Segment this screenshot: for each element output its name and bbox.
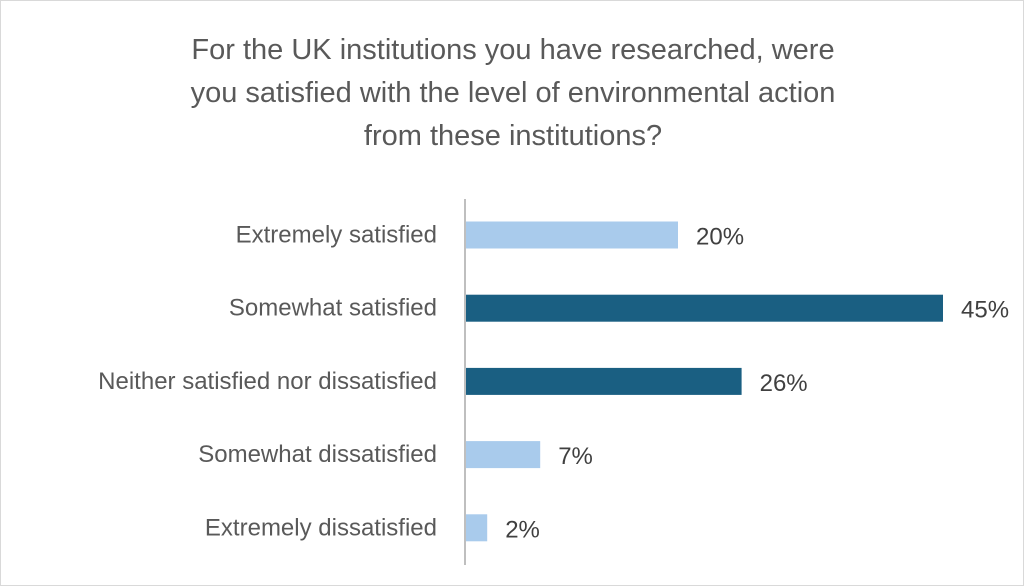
category-label: Somewhat satisfied [229, 295, 437, 322]
bar [466, 441, 541, 469]
bar [466, 294, 943, 322]
data-label: 20% [696, 224, 744, 251]
bar [466, 514, 488, 542]
chart-title: For the UK institutions you have researc… [61, 29, 965, 158]
chart-title-line-3: from these institutions? [363, 120, 663, 152]
category-label: Extremely satisfied [236, 222, 437, 249]
data-label: 45% [961, 297, 1009, 324]
category-label: Neither satisfied nor dissatisfied [98, 368, 437, 395]
chart-title-line-1: For the UK institutions you have researc… [191, 34, 835, 66]
category-label: Somewhat dissatisfied [198, 441, 437, 468]
data-label: 26% [760, 370, 808, 397]
data-label: 7% [558, 443, 593, 470]
bar [466, 367, 742, 395]
data-label: 2% [505, 516, 540, 543]
chart-title-line-2: you satisfied with the level of environm… [190, 77, 836, 109]
category-label: Extremely dissatisfied [205, 514, 437, 541]
bar [466, 221, 678, 249]
